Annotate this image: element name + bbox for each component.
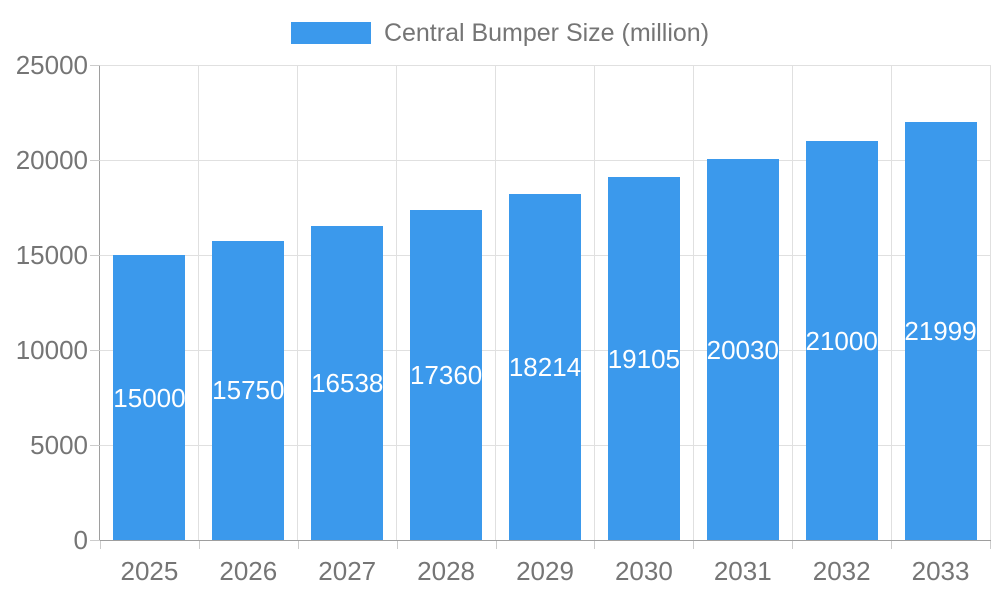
gridline-vertical (890, 65, 892, 540)
gridline-vertical (593, 65, 595, 540)
bar-2026[interactable]: 15750 (212, 240, 285, 540)
bar-2032[interactable]: 21000 (806, 141, 878, 540)
bar-value-label: 17360 (409, 360, 483, 391)
x-tick-label: 2028 (417, 556, 476, 586)
x-tick-label: 2025 (120, 556, 179, 586)
x-axis-tick (396, 541, 398, 549)
x-axis-tick (594, 541, 596, 549)
bar-value-label: 21000 (805, 325, 878, 356)
bar-value-label: 16538 (311, 367, 384, 398)
x-tick-label: 2027 (318, 556, 377, 586)
x-axis-tick (693, 541, 695, 549)
legend-item[interactable]: Central Bumper Size (million) (0, 12, 1000, 54)
gridline-horizontal (100, 159, 990, 161)
plot-area: 15000 15750 16538 17360 18214 19105 20030 21000… (100, 64, 991, 540)
gridline-vertical (791, 65, 793, 540)
x-tick-label: 2033 (911, 556, 970, 586)
y-axis-tick (90, 350, 100, 351)
y-axis-tick (90, 445, 100, 446)
y-tick-label: 20000 (15, 145, 88, 175)
y-tick-label: 0 (73, 525, 88, 555)
x-axis-tick (792, 541, 794, 549)
x-axis-tick (990, 541, 991, 549)
x-tick-label: 2032 (812, 556, 871, 586)
legend-label: Central Bumper Size (million) (383, 18, 710, 47)
bar-value-label: 19105 (607, 343, 681, 374)
x-axis-tick (891, 541, 893, 549)
x-tick-label: 2030 (614, 556, 673, 586)
x-tick-label: 2026 (219, 556, 278, 586)
bar-2028[interactable]: 17360 (410, 210, 482, 540)
bar-value-label: 18214 (508, 351, 582, 382)
bar-value-label: 15000 (113, 382, 186, 413)
y-axis-labels: 0 5000 10000 15000 20000 25000 (0, 50, 88, 555)
x-axis-tick (297, 541, 299, 549)
y-axis-tick (90, 255, 100, 256)
bar-2033[interactable]: 21999 (904, 122, 977, 540)
gridline-vertical (297, 65, 299, 540)
x-axis-line (99, 540, 991, 541)
y-tick-label: 5000 (30, 430, 88, 460)
gridline-vertical (989, 65, 991, 540)
y-tick-label: 10000 (15, 335, 88, 365)
bar-2027[interactable]: 16538 (311, 225, 384, 540)
gridline-vertical (495, 65, 497, 540)
y-tick-label: 15000 (15, 240, 88, 270)
bar-value-label: 20030 (706, 334, 779, 365)
bar-2030[interactable]: 19105 (608, 177, 680, 540)
x-tick-label: 2031 (713, 556, 772, 586)
x-axis-tick (495, 541, 497, 549)
bar-value-label: 21999 (904, 316, 977, 347)
y-axis-tick (90, 160, 100, 161)
y-axis-line (99, 65, 100, 541)
legend-swatch-icon (290, 22, 371, 44)
gridline-vertical (198, 65, 200, 540)
x-axis-tick (198, 541, 200, 549)
bar-2031[interactable]: 20030 (707, 159, 779, 540)
gridline-vertical (692, 65, 694, 540)
x-axis-labels: 2025 2026 2027 2028 2029 2030 2031 2032 2033 (100, 556, 990, 590)
x-tick-label: 2029 (516, 556, 574, 586)
bar-2025[interactable]: 15000 (113, 255, 186, 540)
gridline-horizontal (100, 64, 990, 66)
gridline-vertical (396, 65, 398, 540)
x-axis-tick (100, 541, 101, 549)
y-axis-tick (90, 65, 100, 66)
y-axis-tick (90, 540, 100, 541)
bar-value-label: 15750 (212, 375, 285, 406)
bar-2029[interactable]: 18214 (508, 193, 582, 540)
y-tick-label: 25000 (15, 50, 88, 80)
